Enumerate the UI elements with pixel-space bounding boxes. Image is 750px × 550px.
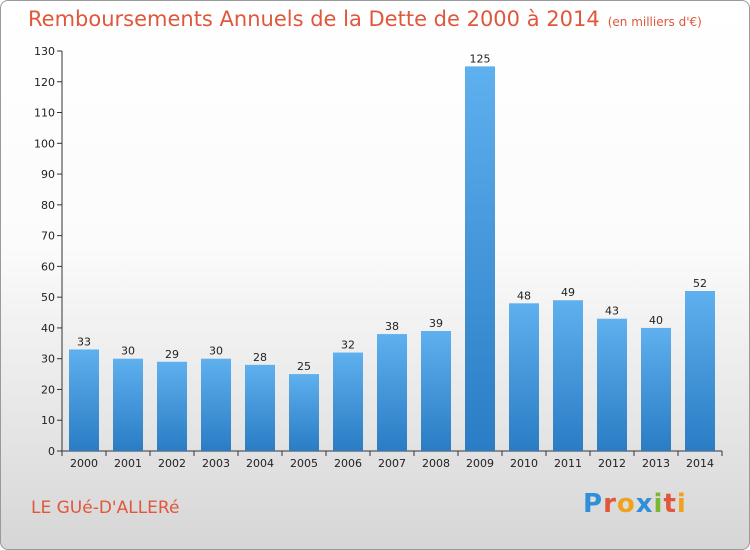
bar-2009 xyxy=(465,66,495,451)
bar-2002 xyxy=(157,361,187,451)
y-tick-label: 120 xyxy=(34,76,55,89)
data-label-2002: 29 xyxy=(165,348,179,361)
bar-2006 xyxy=(333,352,363,451)
y-tick-label: 30 xyxy=(41,353,55,366)
y-tick-label: 60 xyxy=(41,260,55,273)
y-tick-label: 40 xyxy=(41,322,55,335)
y-tick-label: 20 xyxy=(41,383,55,396)
data-label-2007: 38 xyxy=(385,320,399,333)
y-tick-label: 100 xyxy=(34,137,55,150)
data-label-2012: 43 xyxy=(605,305,619,318)
y-tick-label: 50 xyxy=(41,291,55,304)
x-tick-label: 2014 xyxy=(686,457,714,470)
bar-2008 xyxy=(421,331,451,451)
bars xyxy=(69,66,715,451)
y-tick-label: 80 xyxy=(41,199,55,212)
chart-subtitle: (en milliers d'€) xyxy=(607,15,702,29)
data-label-2011: 49 xyxy=(561,286,575,299)
bar-2000 xyxy=(69,349,99,451)
data-label-2000: 33 xyxy=(77,335,91,348)
data-label-2009: 125 xyxy=(470,52,491,65)
logo-letter: t xyxy=(663,489,677,519)
x-tick-label: 2010 xyxy=(510,457,538,470)
bar-2010 xyxy=(509,303,539,451)
x-tick-label: 2011 xyxy=(554,457,582,470)
x-tick-label: 2009 xyxy=(466,457,494,470)
x-tick-label: 2001 xyxy=(114,457,142,470)
x-tick-label: 2006 xyxy=(334,457,362,470)
data-labels: 33 30 29 30 28 25 32 38 39 125 48 49 43 40 52 xyxy=(77,52,707,373)
x-tick-label: 2004 xyxy=(246,457,274,470)
data-label-2001: 30 xyxy=(121,345,135,358)
bar-2013 xyxy=(641,327,671,451)
logo-letter: i xyxy=(653,489,664,519)
data-label-2014: 52 xyxy=(693,277,707,290)
bar-2011 xyxy=(553,300,583,451)
y-tick-label: 90 xyxy=(41,168,55,181)
data-label-2008: 39 xyxy=(429,317,443,330)
x-tick-label: 2002 xyxy=(158,457,186,470)
bar-2014 xyxy=(685,291,715,451)
logo-letter: x xyxy=(635,489,654,519)
bar-2007 xyxy=(377,334,407,451)
x-tick-label: 2012 xyxy=(598,457,626,470)
logo-letter: i xyxy=(676,489,687,519)
bar-2001 xyxy=(113,358,143,451)
bar-2003 xyxy=(201,358,231,451)
x-tick-labels: 2000 2001 2002 2003 2004 2005 2006 2007 2008 2009… xyxy=(70,457,714,470)
bar-2004 xyxy=(245,364,275,451)
data-label-2010: 48 xyxy=(517,289,531,302)
x-tick-label: 2007 xyxy=(378,457,406,470)
x-tick-label: 2008 xyxy=(422,457,450,470)
proxiti-logo[interactable]: Proxiti xyxy=(583,489,687,519)
bar-2005 xyxy=(289,374,319,451)
y-tick-label: 110 xyxy=(34,107,55,120)
chart-title: Remboursements Annuels de la Dette de 20… xyxy=(28,7,702,31)
x-tick-label: 2005 xyxy=(290,457,318,470)
y-tick-label: 10 xyxy=(41,414,55,427)
data-label-2004: 28 xyxy=(253,351,267,364)
x-tick-label: 2000 xyxy=(70,457,98,470)
bar-2012 xyxy=(597,318,627,451)
y-tick-label: 70 xyxy=(41,230,55,243)
data-label-2013: 40 xyxy=(649,314,663,327)
logo-letter: o xyxy=(616,489,636,519)
y-tick-label: 130 xyxy=(34,45,55,58)
x-tick-label: 2013 xyxy=(642,457,670,470)
logo-letter: P xyxy=(583,489,604,519)
data-label-2006: 32 xyxy=(341,339,355,352)
y-tick-label: 0 xyxy=(48,445,55,458)
title-text: Remboursements Annuels de la Dette de 20… xyxy=(28,7,600,31)
logo-letter: r xyxy=(603,489,617,519)
data-label-2005: 25 xyxy=(297,360,311,373)
y-tick-labels: 0 10 20 30 40 50 60 70 80 90 100 110 120 130 xyxy=(34,45,55,458)
commune-name: LE GUé-D'ALLERé xyxy=(31,498,180,518)
data-label-2003: 30 xyxy=(209,345,223,358)
x-tick-label: 2003 xyxy=(202,457,230,470)
